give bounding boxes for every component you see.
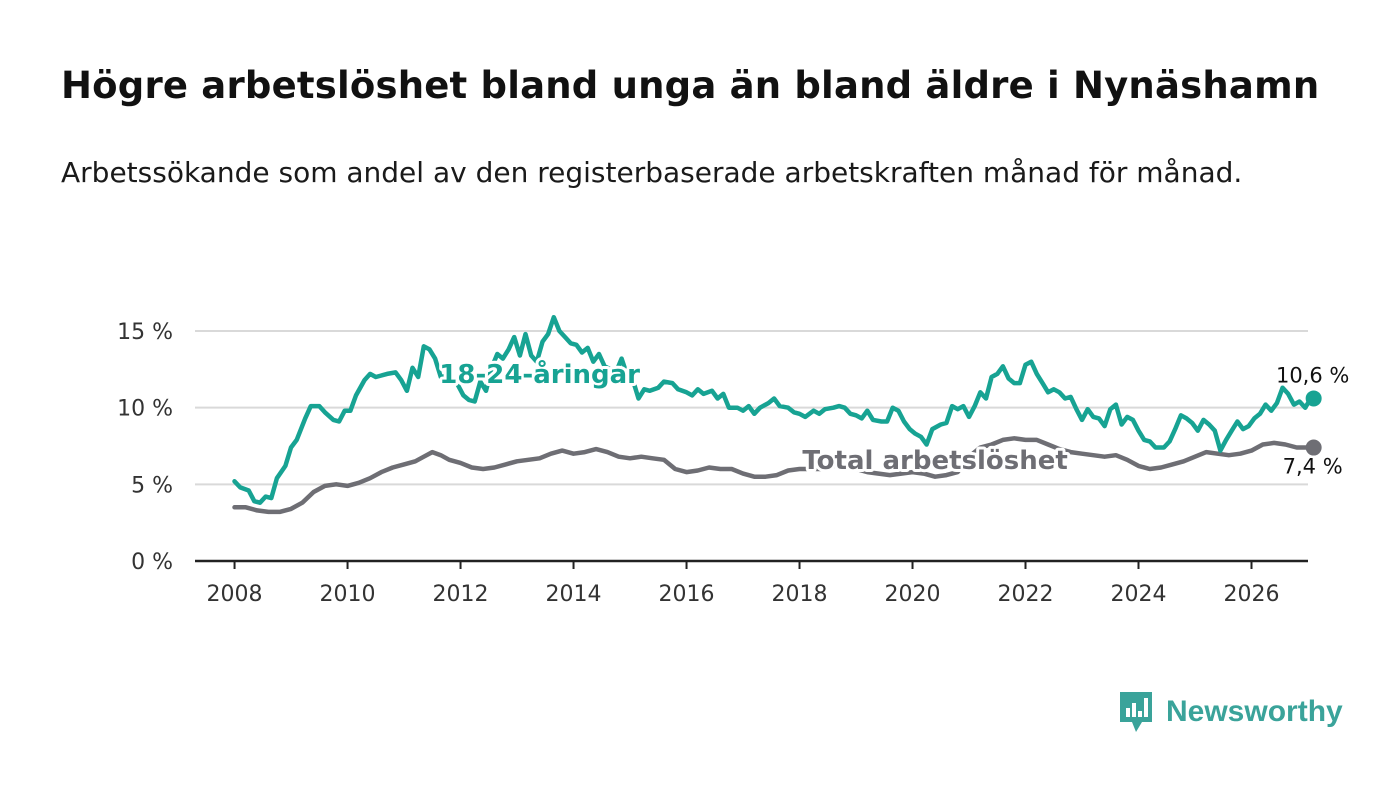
x-tick-label: 2012	[433, 582, 489, 607]
y-tick-label: 5 %	[131, 473, 173, 498]
x-axis: 2008 2010 2012 2014 2016 2018 2020 2022 2024 2026	[195, 559, 1308, 607]
brand-name: Newsworthy	[1166, 695, 1343, 728]
gridlines: 0 % 5 % 10 % 15 %	[117, 320, 1308, 575]
series-name-label-0: 18-24-åringar	[439, 358, 640, 390]
y-tick-label: 10 %	[117, 397, 173, 422]
newsworthy-logo-icon	[1120, 692, 1152, 732]
x-tick-label: 2024	[1111, 582, 1167, 607]
x-tick-label: 2020	[885, 582, 941, 607]
x-tick-label: 2014	[546, 582, 602, 607]
chart-title: Högre arbetslöshet bland unga än bland ä…	[61, 64, 1320, 107]
series-lines	[232, 314, 1316, 515]
x-tick-label: 2010	[320, 582, 376, 607]
chart-subtitle: Arbetssökande som andel av den registerb…	[61, 156, 1243, 189]
x-tick-label: 2018	[772, 582, 828, 607]
newsworthy-logo[interactable]: Newsworthy	[1118, 690, 1343, 734]
series-end-marker-0	[1305, 390, 1322, 407]
series-end-label-1: 7,4 %	[1283, 455, 1343, 479]
series-name-label-1: Total arbetslöshet	[802, 446, 1067, 476]
x-tick-label: 2008	[207, 582, 263, 607]
y-tick-label: 0 %	[131, 550, 173, 575]
series-line-1	[232, 436, 1316, 515]
series-end-label-0: 10,6 %	[1276, 363, 1349, 387]
series-line-0	[232, 314, 1316, 505]
series-end-marker-1	[1305, 439, 1322, 456]
x-tick-label: 2026	[1224, 582, 1280, 607]
x-tick-label: 2016	[659, 582, 715, 607]
x-tick-label: 2022	[998, 582, 1054, 607]
series-labels: 10,6 % 7,4 % 18-24-åringar Total arbetslösh…	[436, 355, 1352, 481]
y-tick-label: 15 %	[117, 320, 173, 345]
